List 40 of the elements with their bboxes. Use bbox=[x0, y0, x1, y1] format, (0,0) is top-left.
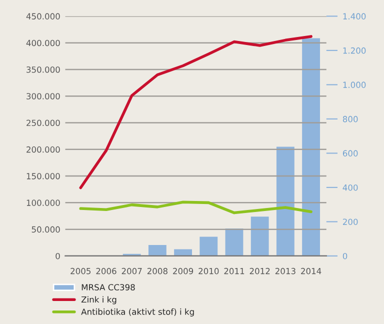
x-tick-label: 2013 bbox=[275, 268, 296, 274]
y-tick-label: 250.000 bbox=[26, 120, 60, 126]
bar bbox=[174, 249, 192, 256]
y-tick-label: 200.000 bbox=[26, 146, 60, 153]
x-tick-label: 2009 bbox=[173, 268, 194, 274]
line-series bbox=[79, 200, 312, 214]
legend-label: MRSA CC398 bbox=[82, 284, 135, 290]
bar bbox=[302, 38, 320, 256]
y2-tick-label: 1.000 bbox=[343, 82, 366, 88]
x-tick-label: 2008 bbox=[147, 268, 168, 274]
y2-tick-label: 1.200 bbox=[343, 47, 366, 54]
y-tick-label: 300.000 bbox=[26, 93, 60, 100]
x-tick-label: 2011 bbox=[224, 268, 244, 274]
x-tick-label: 2005 bbox=[70, 268, 91, 274]
bar bbox=[276, 146, 294, 256]
line-series bbox=[79, 35, 312, 190]
x-tick-label: 2007 bbox=[122, 268, 142, 274]
y-tick-label: 450.000 bbox=[26, 13, 60, 20]
x-tick-label: 2014 bbox=[301, 268, 322, 274]
y-tick-label: 50.000 bbox=[32, 226, 60, 233]
y-tick-label: 100.000 bbox=[26, 200, 60, 206]
y2-tick-label: 200 bbox=[342, 218, 358, 225]
bar bbox=[225, 228, 244, 256]
y2-tick-label: 600 bbox=[342, 150, 358, 156]
y-tick-label: 0 bbox=[56, 252, 60, 260]
y-tick-label: 350.000 bbox=[26, 66, 60, 73]
y2-tick-label: 0 bbox=[342, 252, 348, 260]
x-tick-label: 2006 bbox=[96, 268, 116, 274]
y2-tick-label: 1.400 bbox=[343, 13, 366, 20]
y2-tick-label: 800 bbox=[342, 116, 358, 122]
legend-label: Zink i kg bbox=[81, 296, 116, 304]
y2-tick-label: 400 bbox=[342, 184, 358, 191]
y-tick-label: 150.000 bbox=[26, 173, 60, 180]
x-tick-label: 2010 bbox=[198, 268, 219, 274]
bar bbox=[200, 236, 218, 256]
y-tick-label: 400.000 bbox=[26, 40, 60, 46]
bar bbox=[250, 216, 269, 256]
x-tick-label: 2012 bbox=[250, 268, 270, 274]
bar bbox=[148, 245, 166, 256]
legend-label: Antibiotika (aktivt stof) i kg bbox=[81, 308, 194, 316]
